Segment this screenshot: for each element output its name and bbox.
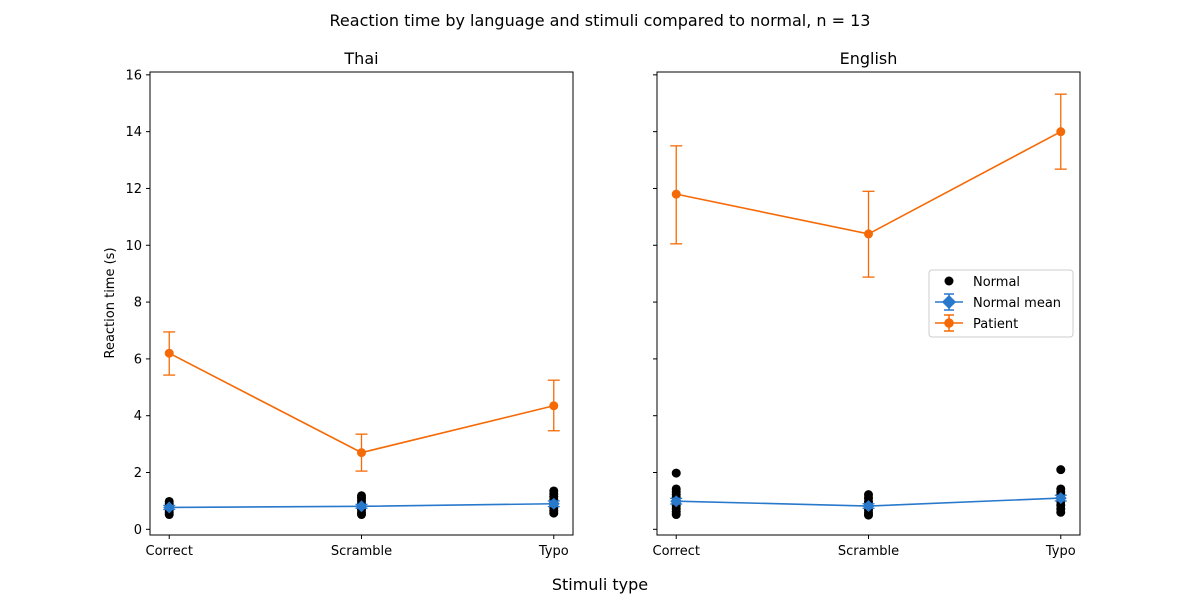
patient-point: [864, 229, 873, 239]
y-tick-label: 10: [125, 239, 142, 254]
legend: Normal Normal mean Patient: [928, 269, 1074, 338]
patient-point: [671, 189, 681, 199]
x-tick-label: Scramble: [838, 544, 899, 559]
patient-point: [549, 401, 559, 411]
legend-normal-mean-label: Normal mean: [973, 296, 1061, 311]
normal-point: [1056, 484, 1066, 494]
panel-thai: Thai 0 2 4 6 8 10 12 14 16 Correct Scramble Typo: [125, 49, 574, 559]
normal-mean-point: [355, 500, 368, 513]
normal-mean-point: [670, 495, 683, 508]
patient-point: [357, 448, 366, 458]
legend-patient-marker: [935, 314, 963, 332]
normal-point: [549, 486, 559, 496]
x-tick-label: Correct: [146, 544, 193, 559]
normal-mean-point: [1054, 492, 1067, 505]
y-tick-label: 16: [125, 68, 142, 83]
y-tick-label: 6: [134, 352, 142, 367]
y-tick-label: 2: [134, 466, 142, 481]
figure-title: Reaction time by language and stimuli co…: [330, 11, 871, 30]
normal-point: [671, 468, 681, 478]
panel-title: Thai: [343, 49, 378, 68]
normal-point: [671, 484, 681, 494]
normal-point: [864, 490, 873, 500]
y-tick-label: 12: [125, 182, 142, 197]
figure-xlabel: Stimuli type: [552, 575, 648, 594]
legend-normal-label: Normal: [973, 275, 1020, 290]
panel-english: English Correct Scramble Typo: [653, 49, 1081, 559]
legend-patient-label: Patient: [973, 317, 1018, 332]
normal-point: [357, 491, 366, 501]
x-tick-label: Typo: [1045, 544, 1076, 559]
x-tick-label: Typo: [538, 544, 569, 559]
y-tick-label: 4: [134, 409, 142, 424]
panel-title: English: [840, 49, 898, 68]
x-tick-label: Correct: [653, 544, 700, 559]
legend-normal-marker: [944, 276, 954, 286]
y-tick-label: 14: [125, 125, 142, 140]
patient-point: [164, 348, 174, 358]
normal-mean-point: [547, 497, 560, 510]
normal-mean-point: [862, 500, 875, 513]
x-tick-label: Scramble: [331, 544, 392, 559]
normal-point: [1056, 465, 1066, 475]
y-tick-label: 0: [134, 523, 142, 538]
y-tick-label: 8: [134, 296, 142, 311]
y-axis-label: Reaction time (s): [103, 247, 118, 358]
legend-normal-mean-marker: [935, 293, 963, 311]
legend-frame: [928, 269, 1074, 338]
normal-mean-point: [163, 501, 176, 514]
patient-point: [1056, 127, 1066, 137]
